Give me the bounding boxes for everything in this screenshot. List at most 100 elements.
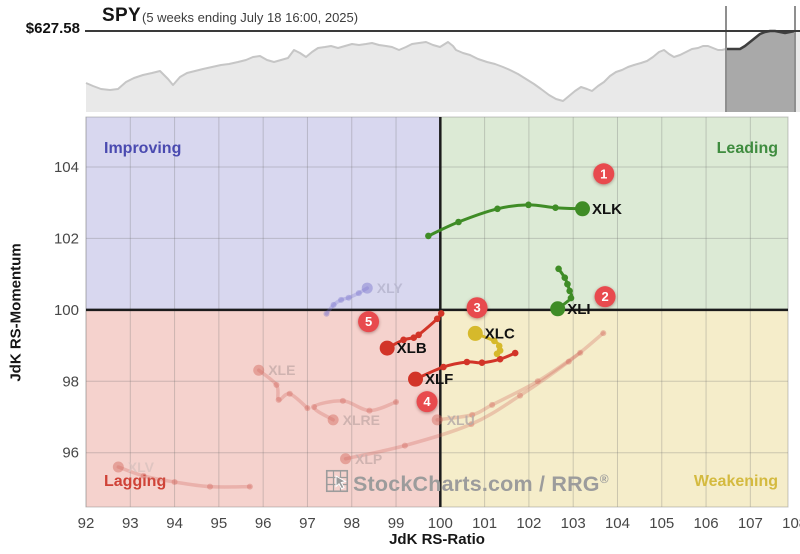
- rank-badge-circle-4[interactable]: [416, 391, 438, 413]
- rank-badge-circle-5[interactable]: [358, 311, 380, 333]
- x-tick-label: 106: [694, 515, 719, 532]
- spy-subtitle: (5 weeks ending July 18 16:00, 2025): [142, 10, 359, 25]
- quadrant-label-leading: Leading: [717, 140, 778, 157]
- trail-dot-XLK: [525, 201, 532, 209]
- ticker-head-XLC[interactable]: [467, 325, 483, 341]
- rank-badge-number-2: 2: [601, 289, 608, 304]
- trail-dot-XLP: [401, 442, 408, 449]
- x-tick-label: 96: [255, 515, 272, 532]
- trail-dot-XLB: [400, 336, 407, 344]
- rank-badge-number-3: 3: [473, 300, 480, 315]
- x-axis-title: JdK RS-Ratio: [389, 531, 485, 548]
- spy-price-area: [86, 31, 800, 112]
- quadrant-lagging: [86, 309, 441, 507]
- ticker-head-XLE[interactable]: [253, 364, 265, 376]
- ticker-head-XLI[interactable]: [550, 301, 566, 317]
- trail-dot-XLY: [355, 290, 362, 297]
- x-tick-label: 99: [388, 515, 405, 532]
- x-tick-label: 95: [211, 515, 228, 532]
- spy-highlight-line: [726, 29, 796, 51]
- trail-dot-XLRE: [311, 404, 318, 410]
- trail-XLRE: [312, 399, 398, 422]
- trail-dot-XLV: [246, 483, 253, 490]
- y-tick-label: 96: [62, 445, 79, 462]
- ticker-head-XLU[interactable]: [431, 414, 443, 426]
- rank-badge-4[interactable]: 4: [416, 391, 438, 413]
- y-tick-label: 100: [54, 302, 79, 319]
- spy-highlight-area: [726, 31, 795, 112]
- trail-dot-XLC: [495, 342, 503, 350]
- trail-dot-XLK: [455, 218, 462, 226]
- trail-dot-XLI: [566, 287, 573, 295]
- watermark-text: StockCharts.com / RRG®: [353, 472, 609, 496]
- trail-dot-XLF: [478, 359, 486, 367]
- trail-dot-XLV: [207, 483, 214, 490]
- quadrant-label-improving: Improving: [104, 140, 181, 157]
- x-tick-label: 101: [472, 515, 497, 532]
- ticker-label-XLP: XLP: [355, 451, 382, 467]
- ticker-head-XLP[interactable]: [340, 453, 352, 465]
- spy-symbol: SPY: [102, 5, 141, 26]
- x-tick-label: 104: [605, 515, 630, 532]
- rank-badge-circle-1[interactable]: [593, 163, 615, 185]
- trail-dot-XLU: [534, 378, 541, 385]
- spy-price-line: [85, 30, 800, 102]
- x-tick-label: 93: [122, 515, 139, 532]
- trail-dot-XLK: [425, 232, 432, 240]
- ticker-head-XLY[interactable]: [361, 282, 373, 294]
- trail-dot-XLV: [171, 479, 178, 485]
- rank-badge-1[interactable]: 1: [593, 163, 615, 185]
- trail-dot-XLI: [561, 274, 569, 282]
- trail-dot-XLF: [496, 355, 504, 363]
- rank-badge-number-1: 1: [600, 166, 607, 181]
- ticker-head-XLF[interactable]: [408, 371, 424, 387]
- trail-dot-XLY: [323, 310, 330, 317]
- trail-dot-XLF: [463, 358, 471, 366]
- rank-badge-2[interactable]: 2: [594, 286, 616, 308]
- ticker-head-XLB[interactable]: [379, 340, 395, 356]
- trail-dot-XLB: [437, 310, 445, 317]
- trail-dot-XLY: [345, 294, 352, 301]
- ticker-head-XLRE[interactable]: [327, 414, 339, 426]
- rank-badge-3[interactable]: 3: [466, 297, 488, 319]
- quadrant-improving: [86, 117, 441, 310]
- rank-badge-5[interactable]: 5: [358, 311, 380, 333]
- quadrant-leading: [440, 117, 788, 310]
- trail-dot-XLK: [552, 204, 559, 212]
- rank-badge-number-5: 5: [365, 314, 372, 329]
- ticker-head-XLK[interactable]: [574, 201, 590, 217]
- watermark-cursor-icon: [335, 475, 347, 490]
- x-tick-label: 102: [516, 515, 541, 532]
- ticker-head-XLV[interactable]: [112, 461, 124, 473]
- trail-dot-XLRE: [393, 399, 400, 405]
- x-tick-label: 108: [782, 515, 800, 532]
- ticker-label-XLC: XLC: [485, 325, 515, 342]
- y-tick-label: 98: [62, 373, 79, 390]
- y-axis-title: JdK RS-Momentum: [7, 243, 25, 382]
- trail-dot-XLI: [567, 294, 575, 302]
- trail-XLV: [116, 465, 252, 489]
- trail-dot-XLI: [555, 265, 562, 273]
- rank-badge-circle-2[interactable]: [594, 286, 616, 308]
- x-tick-label: 100: [428, 515, 453, 532]
- trail-XLU: [435, 350, 583, 422]
- ticker-label-XLRE: XLRE: [343, 412, 380, 428]
- ticker-label-XLU: XLU: [447, 412, 475, 428]
- trail-dot-XLE: [273, 381, 280, 388]
- trail-dot-XLP: [517, 392, 524, 399]
- quadrant-label-lagging: Lagging: [104, 473, 166, 490]
- trail-dot-XLE: [275, 396, 282, 403]
- trail-dot-XLI: [564, 280, 571, 288]
- trail-XLE: [256, 368, 310, 410]
- x-tick-label: 97: [299, 515, 316, 532]
- rank-badge-number-4: 4: [423, 394, 431, 409]
- trail-dot-XLP: [565, 358, 572, 365]
- trail-dot-XLY: [338, 296, 345, 303]
- ticker-label-XLI: XLI: [567, 301, 590, 318]
- ticker-label-XLF: XLF: [425, 371, 453, 388]
- x-tick-label: 107: [738, 515, 763, 532]
- rank-badge-circle-3[interactable]: [466, 297, 488, 319]
- ticker-label-XLB: XLB: [397, 340, 427, 357]
- ticker-label-XLV: XLV: [128, 459, 155, 475]
